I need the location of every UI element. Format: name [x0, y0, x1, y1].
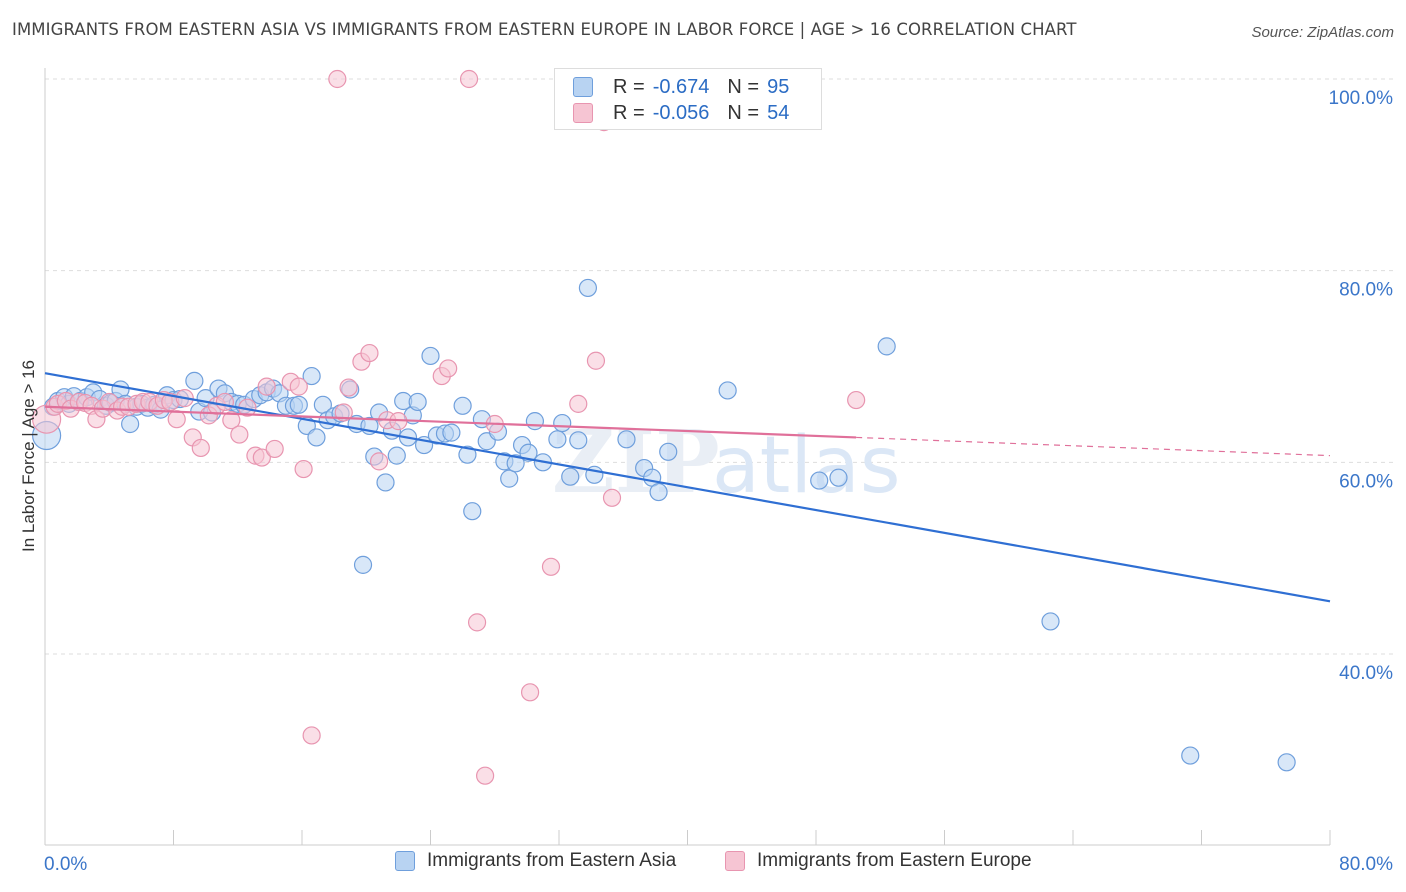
point-eastern-asia — [463, 502, 482, 521]
source-attribution: Source: ZipAtlas.com — [1251, 24, 1394, 41]
y-tick-label: 40.0% — [1339, 663, 1393, 684]
point-eastern-europe — [222, 411, 241, 430]
point-eastern-asia — [353, 555, 373, 574]
point-eastern-asia — [506, 454, 525, 473]
point-eastern-asia — [810, 471, 829, 490]
n-value: 54 — [767, 101, 790, 124]
n-label: N = — [727, 75, 760, 98]
point-eastern-asia — [569, 431, 588, 450]
point-eastern-asia — [578, 278, 598, 298]
legend-swatch-blue — [395, 851, 415, 871]
y-tick-label: 80.0% — [1339, 280, 1393, 301]
point-eastern-europe — [257, 377, 276, 396]
point-eastern-asia — [553, 413, 572, 433]
legend-swatch-pink — [725, 851, 745, 871]
point-eastern-asia — [617, 430, 636, 449]
legend-item-eastern-asia[interactable]: Immigrants from Eastern Asia — [395, 850, 676, 872]
r-label: R = — [613, 75, 645, 98]
point-eastern-europe — [541, 557, 561, 576]
trend-lines — [44, 372, 1331, 603]
point-eastern-europe — [252, 448, 271, 467]
y-axis-label: In Labor Force | Age > 16 — [19, 360, 38, 552]
point-eastern-asia — [649, 482, 668, 502]
point-eastern-asia — [500, 469, 519, 488]
point-eastern-europe — [602, 488, 622, 507]
point-eastern-europe — [265, 439, 284, 459]
trend-line-eastern-europe — [44, 405, 857, 439]
r-value: -0.056 — [652, 101, 710, 124]
x-tick-label: 0.0% — [44, 854, 87, 875]
axes — [44, 68, 1331, 846]
point-eastern-europe — [191, 438, 210, 458]
stats-row-eastern-asia: R = -0.674 N = 95 — [573, 74, 790, 100]
point-eastern-europe — [230, 425, 249, 444]
point-eastern-asia — [1041, 612, 1060, 631]
legend-label-eastern-asia: Immigrants from Eastern Asia — [427, 850, 677, 871]
point-eastern-asia — [877, 337, 896, 356]
point-eastern-europe — [467, 613, 487, 632]
point-eastern-europe — [520, 683, 540, 702]
point-eastern-europe — [167, 410, 186, 429]
point-eastern-asia — [421, 346, 440, 366]
point-eastern-asia — [561, 467, 580, 486]
y-tick-label: 100.0% — [1329, 88, 1394, 109]
point-eastern-asia — [408, 392, 427, 412]
x-tick-label: 80.0% — [1339, 854, 1393, 875]
point-eastern-asia — [829, 468, 848, 487]
point-eastern-asia — [185, 371, 204, 390]
n-value: 95 — [767, 75, 790, 98]
point-eastern-europe — [360, 343, 379, 363]
n-label: N = — [727, 101, 760, 124]
data-points — [32, 69, 1296, 785]
point-eastern-asia — [289, 395, 308, 414]
point-eastern-asia — [442, 423, 461, 442]
point-eastern-europe — [215, 392, 234, 412]
r-value: -0.674 — [652, 75, 710, 98]
point-eastern-asia — [659, 442, 678, 461]
point-eastern-asia — [387, 446, 406, 465]
point-eastern-asia — [458, 445, 477, 464]
y-tick-label: 60.0% — [1339, 471, 1393, 492]
point-eastern-europe — [289, 377, 308, 396]
point-eastern-europe — [328, 69, 347, 89]
gridlines — [45, 78, 1393, 655]
point-eastern-europe — [334, 403, 353, 422]
point-eastern-europe — [476, 766, 495, 785]
point-eastern-europe — [847, 390, 866, 410]
blue-swatch — [573, 77, 593, 97]
point-eastern-asia — [1277, 753, 1296, 772]
legend-item-eastern-europe[interactable]: Immigrants from Eastern Europe — [725, 850, 1032, 872]
point-eastern-asia — [302, 366, 321, 386]
point-eastern-asia — [376, 473, 395, 492]
r-label: R = — [613, 101, 645, 124]
point-eastern-europe — [439, 359, 458, 378]
tick-labels: 40.0% 60.0% 80.0% 100.0% 0.0% 80.0% — [44, 88, 1393, 875]
point-eastern-europe — [302, 726, 321, 745]
point-eastern-europe — [569, 394, 588, 413]
legend-label-eastern-europe: Immigrants from Eastern Europe — [757, 850, 1032, 871]
point-eastern-europe — [339, 378, 358, 397]
trend-line-eastern-asia — [44, 372, 1331, 603]
point-eastern-europe — [370, 452, 389, 471]
pink-swatch — [573, 103, 593, 123]
correlation-stats-box: R = -0.674 N = 95 R = -0.056 N = 54 — [554, 68, 822, 130]
chart-legend: Immigrants from Eastern Asia Immigrants … — [0, 850, 1406, 880]
trend-line-eastern-europe-extension — [856, 436, 1331, 457]
point-eastern-europe — [294, 459, 313, 479]
stats-row-eastern-europe: R = -0.056 N = 54 — [573, 100, 790, 126]
point-eastern-asia — [718, 381, 737, 400]
point-eastern-asia — [121, 414, 140, 434]
point-eastern-asia — [1181, 746, 1200, 765]
point-eastern-europe — [586, 351, 606, 370]
point-eastern-asia — [453, 396, 472, 415]
point-eastern-asia — [519, 443, 538, 462]
point-eastern-europe — [459, 69, 479, 89]
point-eastern-asia — [548, 430, 567, 449]
point-eastern-asia — [307, 428, 326, 447]
chart-title: IMMIGRANTS FROM EASTERN ASIA VS IMMIGRAN… — [12, 20, 1077, 39]
point-eastern-asia — [525, 412, 545, 431]
